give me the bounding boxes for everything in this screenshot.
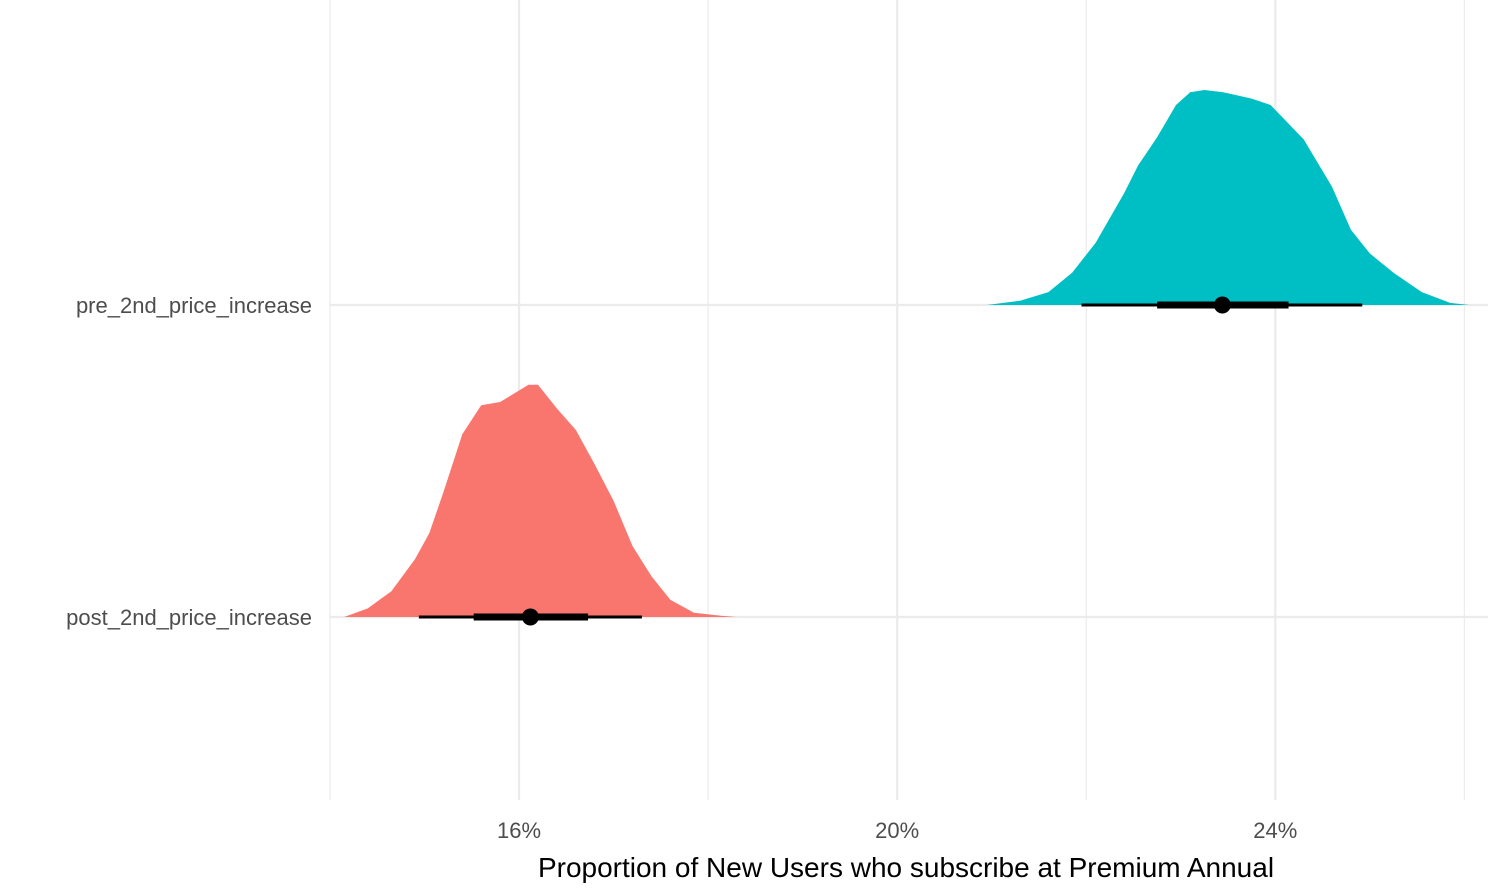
median-point-post_2nd_price_increase <box>521 608 539 626</box>
density-pre_2nd_price_increase <box>987 90 1470 305</box>
y-tick-label-1: pre_2nd_price_increase <box>76 293 312 318</box>
x-axis-title: Proportion of New Users who subscribe at… <box>538 852 1274 883</box>
x-tick-label-0: 16% <box>497 818 541 843</box>
density-layer <box>344 90 1470 617</box>
median-point-pre_2nd_price_increase <box>1213 296 1231 314</box>
y-tick-label-0: post_2nd_price_increase <box>66 605 312 630</box>
x-tick-label-2: 24% <box>1253 818 1297 843</box>
x-tick-label-1: 20% <box>875 818 919 843</box>
interval-layer <box>418 296 1363 626</box>
density-post_2nd_price_increase <box>344 384 737 617</box>
x-axis-labels: 16% 20% 24% <box>497 818 1297 843</box>
y-axis-labels: post_2nd_price_increase pre_2nd_price_inc… <box>66 293 312 630</box>
